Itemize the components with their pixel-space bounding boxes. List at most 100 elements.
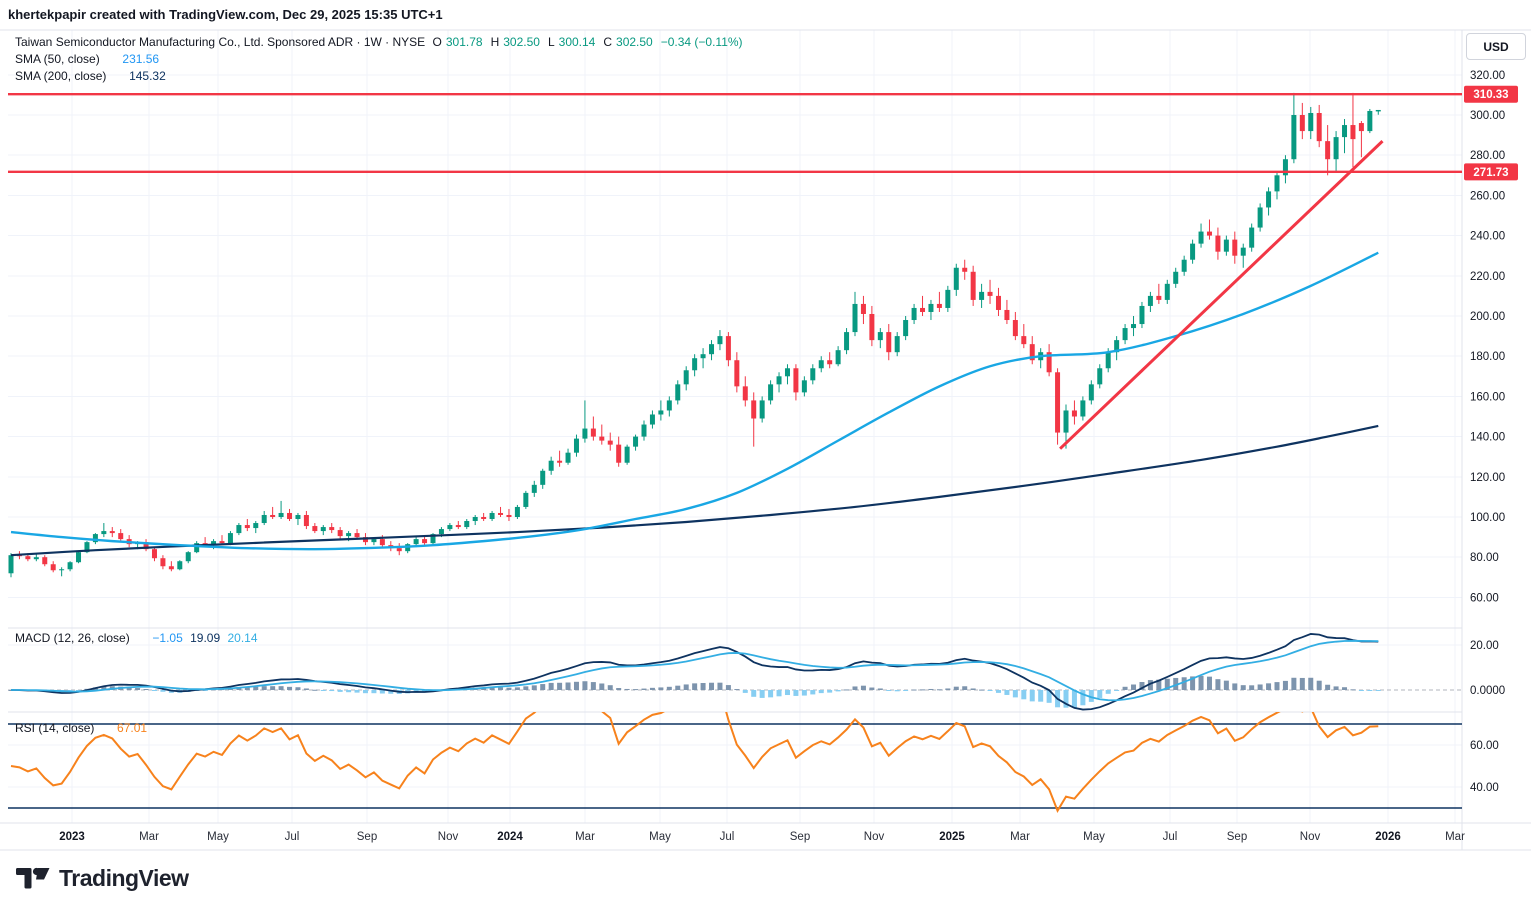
svg-text:180.00: 180.00 <box>1470 351 1505 363</box>
candle <box>118 533 124 540</box>
candle <box>894 336 900 353</box>
candle <box>101 531 107 535</box>
sma200-label: SMA (200, close) <box>15 69 107 83</box>
candle <box>422 539 428 544</box>
candle <box>1198 231 1204 244</box>
sma200-line[interactable] <box>10 424 1379 557</box>
svg-text:May: May <box>207 831 229 843</box>
candle <box>666 400 672 411</box>
candle <box>675 384 681 401</box>
rsi-legend-row[interactable]: RSI (14, close) 67.01 <box>15 721 151 735</box>
candle <box>1350 125 1356 140</box>
candle <box>219 541 225 544</box>
svg-text:Mar: Mar <box>1445 831 1465 843</box>
sma200-legend-row[interactable]: SMA (200, close) 145.32 <box>15 69 170 83</box>
svg-text:Nov: Nov <box>864 831 885 843</box>
candle <box>455 525 461 528</box>
candle <box>227 533 233 544</box>
candle <box>827 360 833 365</box>
price-level-label <box>1464 163 1518 181</box>
rsi-line[interactable] <box>10 689 1379 813</box>
macd-hist-value: −1.05 <box>152 631 183 645</box>
candle <box>1291 115 1297 160</box>
svg-text:240.00: 240.00 <box>1470 231 1505 243</box>
symbol-title: Taiwan Semiconductor Manufacturing Co., … <box>15 35 426 49</box>
candle <box>236 525 242 534</box>
open-label: O <box>432 35 442 49</box>
candle <box>1249 227 1255 248</box>
candle <box>303 514 309 527</box>
candle <box>489 512 495 520</box>
macd-signal-line[interactable] <box>10 639 1379 702</box>
candles-layer[interactable] <box>8 92 1381 578</box>
symbol-legend-row[interactable]: Taiwan Semiconductor Manufacturing Co., … <box>15 35 747 49</box>
candle <box>295 514 301 520</box>
sma50-line[interactable] <box>10 251 1379 551</box>
candle <box>658 410 664 415</box>
candle <box>1055 372 1061 433</box>
time-axis[interactable]: 2023 Mar May Jul Sep Nov 2024 Mar May Jul Sep Nov 20… <box>59 831 1465 843</box>
candle <box>995 295 1001 310</box>
candle <box>1316 112 1322 142</box>
candle <box>599 436 605 441</box>
candle <box>1080 400 1086 417</box>
candle <box>506 514 512 517</box>
svg-text:Mar: Mar <box>575 831 595 843</box>
macd-label: MACD (12, 26, close) <box>15 631 130 645</box>
candle <box>751 400 757 419</box>
macd-line[interactable] <box>10 633 1379 711</box>
candle <box>76 552 82 563</box>
candle <box>784 368 790 377</box>
svg-text:120.00: 120.00 <box>1470 472 1505 484</box>
candle <box>362 537 368 543</box>
candle <box>700 354 706 359</box>
rsi-value: 67.01 <box>117 721 148 735</box>
candle <box>818 360 824 369</box>
candle <box>244 525 250 529</box>
close-label: C <box>603 35 613 49</box>
candle <box>734 360 740 387</box>
candle <box>768 384 774 401</box>
macd-legend-row[interactable]: MACD (12, 26, close) −1.05 19.09 20.14 <box>15 631 262 645</box>
trendline[interactable] <box>1059 140 1384 450</box>
candle <box>531 484 537 493</box>
sma50-value: 231.56 <box>122 52 160 66</box>
candle <box>1063 410 1069 433</box>
svg-text:260.00: 260.00 <box>1470 190 1505 202</box>
candle <box>776 376 782 385</box>
candle <box>641 424 647 437</box>
candle <box>253 523 259 529</box>
candle <box>903 320 909 337</box>
sma200-value: 145.32 <box>129 69 166 83</box>
svg-text:280.00: 280.00 <box>1470 150 1505 162</box>
candle <box>835 350 841 365</box>
low-value: 300.14 <box>558 35 596 49</box>
currency-button[interactable]: USD <box>1466 33 1526 60</box>
price-axis[interactable]: 320.00 300.00 280.00 260.00 240.00 220.00 200.… <box>1464 70 1518 794</box>
candle <box>852 303 858 333</box>
svg-text:271.73: 271.73 <box>1473 167 1508 179</box>
candle <box>1325 141 1331 160</box>
candle <box>987 291 993 296</box>
candle <box>1114 340 1120 353</box>
svg-text:Mar: Mar <box>139 831 159 843</box>
candle <box>1122 328 1128 341</box>
candle <box>1282 159 1288 176</box>
candle <box>590 428 596 437</box>
candle <box>151 549 157 559</box>
tradingview-logo[interactable]: TradingView <box>16 863 189 893</box>
open-value: 301.78 <box>445 35 483 49</box>
macd-histogram[interactable] <box>8 675 1381 708</box>
candle <box>1088 384 1094 401</box>
candle <box>320 527 326 532</box>
candle <box>970 271 976 300</box>
candle <box>683 370 689 385</box>
candle <box>962 267 968 272</box>
candle <box>270 514 276 517</box>
candle <box>742 386 748 401</box>
candle <box>725 336 731 361</box>
sma50-legend-row[interactable]: SMA (50, close) 231.56 <box>15 52 163 66</box>
candle <box>945 289 951 308</box>
candle <box>877 332 883 341</box>
